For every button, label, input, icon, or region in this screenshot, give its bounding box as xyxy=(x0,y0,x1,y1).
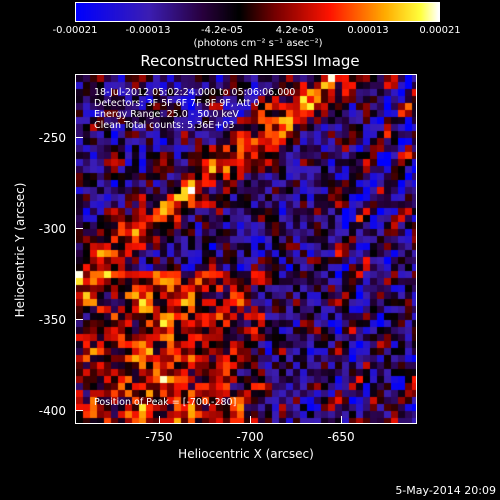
x-tickmark xyxy=(159,416,160,424)
x-tick-label: -650 xyxy=(327,430,355,444)
info-time-range: 18-Jul-2012 05:02:24.000 to 05:06:06.000 xyxy=(94,87,296,98)
footer-date: 5-May-2014 20:09 xyxy=(395,484,496,497)
colorbar-tick: 4.2e-05 xyxy=(275,25,315,36)
y-tick-label: -400 xyxy=(38,404,66,418)
colorbar xyxy=(75,2,440,22)
y-tick-label: -350 xyxy=(38,313,66,327)
y-tick-label: -300 xyxy=(38,222,66,236)
colorbar-tick: 0.00013 xyxy=(347,25,389,36)
image-plot: 18-Jul-2012 05:02:24.000 to 05:06:06.000… xyxy=(75,74,417,424)
x-axis-label: Heliocentric X (arcsec) xyxy=(178,447,314,461)
y-tickmark xyxy=(75,228,83,229)
y-tickmark xyxy=(75,319,83,320)
info-detectors: Detectors: 3F 5F 6F 7F 8F 9F, Att 0 xyxy=(94,98,260,109)
colorbar-tick: -4.2e-05 xyxy=(201,25,243,36)
peak-position: Position of Peak = [-700,-280] xyxy=(94,397,237,408)
colorbar-tick: -0.00013 xyxy=(125,25,171,36)
rhessi-image xyxy=(76,75,416,423)
plot-title: Reconstructed RHESSI Image xyxy=(140,52,360,70)
colorbar-tick: 0.00021 xyxy=(419,25,461,36)
x-tick-label: -750 xyxy=(145,430,173,444)
y-axis-label: Heliocentric Y (arcsec) xyxy=(13,182,27,318)
colorbar-units: (photons cm⁻² s⁻¹ asec⁻²) xyxy=(193,38,323,49)
y-tick-label: -250 xyxy=(38,131,66,145)
x-tickmark xyxy=(341,416,342,424)
x-tick-label: -700 xyxy=(236,430,264,444)
info-counts: Clean Total counts: 5.36E+03 xyxy=(94,120,235,131)
y-tickmark xyxy=(75,410,83,411)
colorbar-tick: -0.00021 xyxy=(52,25,98,36)
info-energy-range: Energy Range: 25.0 - 50.0 keV xyxy=(94,109,239,120)
y-tickmark xyxy=(75,137,83,138)
x-tickmark xyxy=(250,416,251,424)
